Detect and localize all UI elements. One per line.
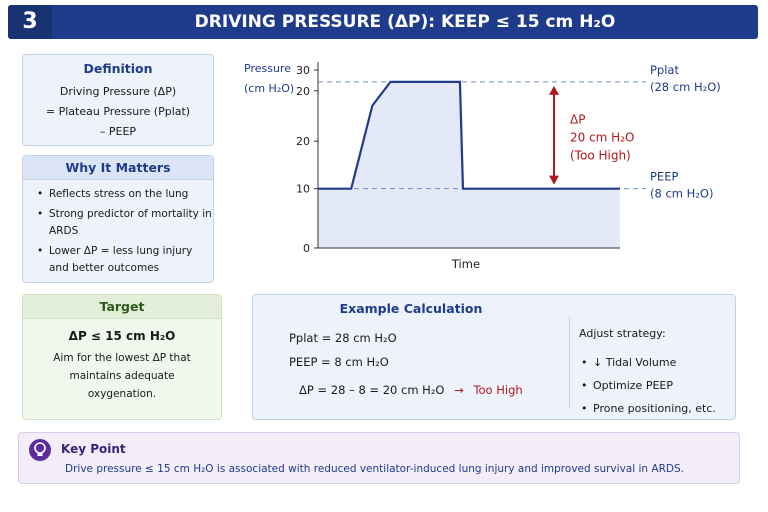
definition-line: – PEEP	[99, 125, 137, 138]
divider	[569, 317, 570, 409]
result-line: ΔP = 28 – 8 = 20 cm H₂O → Too High	[299, 383, 523, 397]
calculation-card: Example Calculation Pplat = 28 cm H₂O PE…	[252, 294, 736, 420]
key-point-title: Key Point	[61, 442, 126, 456]
delta-value: 20 cm H₂O	[570, 130, 634, 144]
adjust-title: Adjust strategy:	[579, 327, 666, 340]
target-value: ΔP ≤ 15 cm H₂O	[68, 329, 176, 343]
adjust-list: ↓ Tidal Volume Optimize PEEP Prone posit…	[579, 351, 716, 420]
page-title: DRIVING PRESSURE (ΔP): KEEP ≤ 15 cm H₂O	[194, 12, 616, 32]
reference-value: (28 cm H₂O)	[650, 80, 721, 94]
pressure-time-chart: Pplat (28 cm H₂O) PEEP (8 cm H₂O) 0 10 20 20 30 P…	[236, 54, 736, 284]
definition-card: Definition Driving Pressure (ΔP) = Plate…	[22, 54, 214, 146]
y-axis-unit: (cm H₂O)	[244, 82, 294, 95]
y-axis-label: Pressure	[244, 62, 291, 75]
curve-fill	[318, 81, 620, 248]
chart-svg: Pplat (28 cm H₂O) PEEP (8 cm H₂O) 0 10 20 20 30 P…	[244, 62, 721, 271]
arrow-icon: →	[454, 383, 464, 397]
adjust-item: ↓ Tidal Volume	[579, 351, 716, 374]
verdict-label: Too High	[473, 383, 523, 397]
adjust-item: Prone positioning, etc.	[579, 397, 716, 420]
why-item: Reflects stress on the lung	[37, 186, 213, 203]
why-item: Strong predictor of mortality in ARDS	[37, 206, 213, 240]
pplat-line: Pplat = 28 cm H₂O	[289, 331, 397, 345]
pressure-curve	[318, 80, 620, 190]
peep-line: PEEP = 8 cm H₂O	[289, 355, 389, 369]
calculation-title: Example Calculation	[339, 301, 483, 316]
plot-area: Pplat (28 cm H₂O) PEEP (8 cm H₂O) 0 10 20 20 30 P…	[244, 62, 721, 271]
key-point-text: Drive pressure ≤ 15 cm H₂O is associated…	[65, 463, 684, 475]
why-list: Reflects stress on the lung Strong predi…	[23, 180, 213, 277]
section-number: 3	[8, 5, 52, 39]
why-item: Lower ΔP = less lung injury and better o…	[37, 243, 213, 277]
delta-verdict: (Too High)	[570, 148, 631, 162]
result-formula: ΔP = 28 – 8 = 20 cm H₂O	[299, 383, 445, 397]
definition-line: Driving Pressure (ΔP)	[59, 85, 177, 98]
delta-label: ΔP	[570, 112, 585, 126]
y-tick-label: 30	[296, 64, 310, 77]
x-axis-label: Time	[451, 257, 480, 271]
lightbulb-icon	[29, 439, 51, 461]
reference-value: (8 cm H₂O)	[650, 187, 713, 201]
y-tick-label: 10	[296, 183, 310, 196]
y-tick-label: 20	[296, 135, 310, 148]
delta-arrow-head-down	[549, 175, 559, 185]
key-point-box: Key Point Drive pressure ≤ 15 cm H₂O is …	[18, 432, 740, 484]
definition-line: = Plateau Pressure (Pplat)	[45, 105, 191, 118]
y-tick-label: 20	[296, 85, 310, 98]
reference-label: Pplat	[650, 63, 679, 77]
why-card: Why It Matters Reflects stress on the lu…	[22, 155, 214, 283]
target-description: Aim for the lowest ΔP that maintains ade…	[53, 352, 191, 400]
adjust-item: Optimize PEEP	[579, 374, 716, 397]
target-title: Target	[23, 295, 221, 319]
definition-title: Definition	[83, 61, 153, 76]
target-card: Target ΔP ≤ 15 cm H₂O Aim for the lowest…	[22, 294, 222, 420]
why-title: Why It Matters	[23, 156, 213, 180]
header-bar: 3 DRIVING PRESSURE (ΔP): KEEP ≤ 15 cm H₂…	[8, 5, 758, 39]
delta-arrow-head-up	[549, 85, 559, 95]
reference-label: PEEP	[650, 170, 678, 184]
y-tick-label: 0	[303, 242, 310, 255]
